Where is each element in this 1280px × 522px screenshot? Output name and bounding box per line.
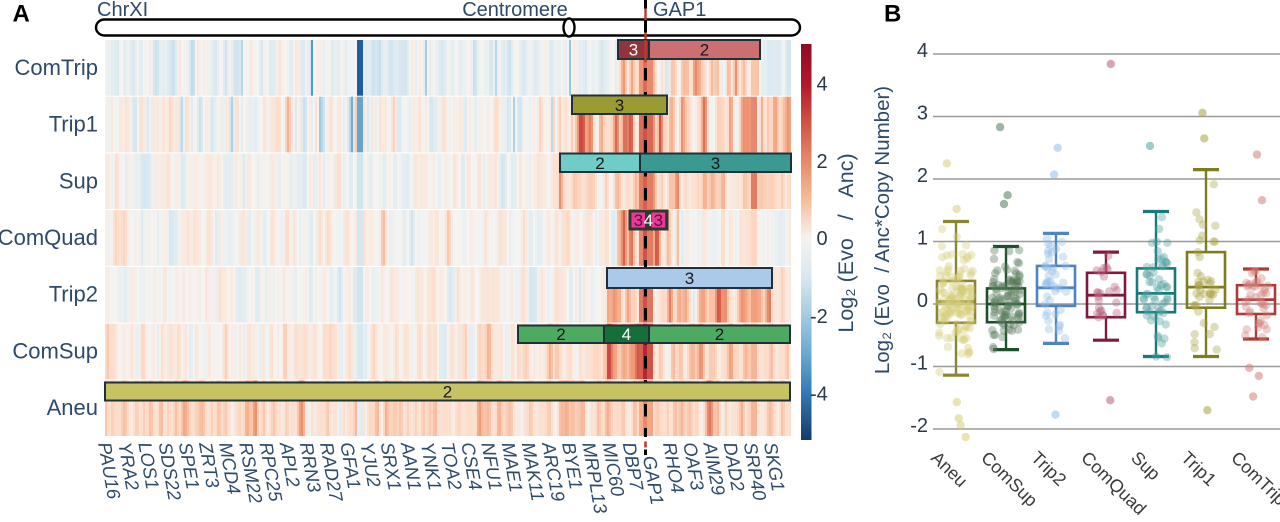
svg-text:ComQuad: ComQuad (0, 225, 98, 250)
svg-text:4: 4 (817, 74, 828, 96)
svg-text:Trip1: Trip1 (49, 112, 98, 137)
svg-text:2: 2 (917, 165, 928, 187)
svg-text:3: 3 (711, 154, 720, 173)
svg-text:A: A (13, 1, 30, 28)
svg-text:3: 3 (634, 211, 643, 230)
svg-text:3: 3 (654, 211, 663, 230)
svg-text:GAP1: GAP1 (653, 0, 706, 21)
svg-text:3: 3 (685, 269, 694, 288)
svg-text:-2: -2 (810, 306, 828, 328)
svg-text:B: B (884, 1, 901, 28)
svg-text:4: 4 (917, 40, 928, 62)
svg-text:Log₂ (Evo / Anc*Copy Number): Log₂ (Evo / Anc*Copy Number) (871, 86, 894, 374)
svg-text:Log₂ (Evo / Anc): Log₂ (Evo / Anc) (834, 153, 858, 332)
svg-text:4: 4 (622, 325, 631, 344)
svg-text:2: 2 (700, 41, 709, 60)
svg-text:ComTrip: ComTrip (14, 55, 98, 80)
svg-text:Centromere: Centromere (462, 0, 568, 21)
svg-text:Aneu: Aneu (47, 395, 98, 420)
svg-text:0: 0 (917, 290, 928, 312)
svg-text:3: 3 (615, 96, 624, 115)
svg-text:2: 2 (443, 383, 452, 402)
svg-text:-4: -4 (810, 383, 828, 405)
svg-text:1: 1 (917, 228, 928, 250)
svg-text:2: 2 (817, 151, 828, 173)
svg-text:0: 0 (817, 228, 828, 250)
svg-text:Trip2: Trip2 (49, 282, 98, 307)
svg-text:-2: -2 (910, 415, 928, 437)
svg-text:-1: -1 (910, 353, 928, 375)
svg-text:2: 2 (556, 325, 565, 344)
svg-text:2: 2 (715, 325, 724, 344)
svg-text:4: 4 (644, 211, 653, 230)
svg-text:3: 3 (629, 41, 638, 60)
svg-text:Sup: Sup (59, 168, 98, 193)
svg-text:2: 2 (595, 154, 604, 173)
svg-text:ComSup: ComSup (12, 338, 98, 363)
svg-text:ChrXI: ChrXI (97, 0, 148, 21)
svg-text:3: 3 (917, 103, 928, 125)
